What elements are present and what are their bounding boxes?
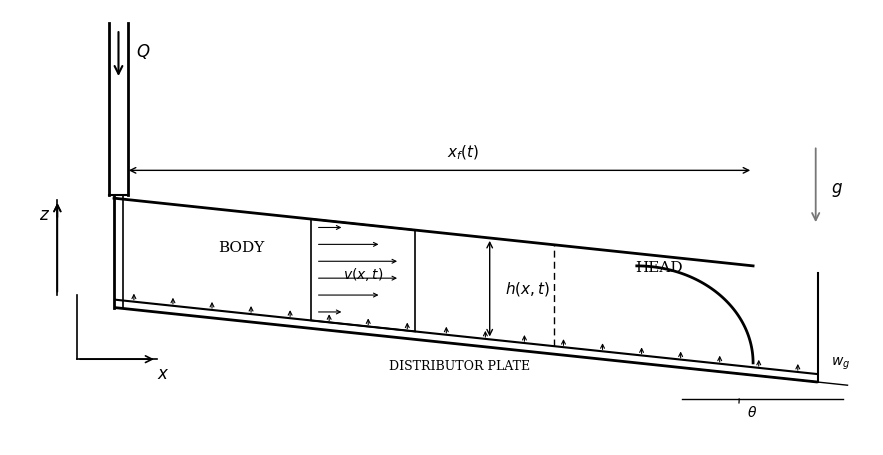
Text: $x$: $x$	[157, 366, 170, 383]
Text: $z$: $z$	[39, 207, 50, 223]
Text: $w_g$: $w_g$	[831, 356, 849, 372]
Text: HEAD: HEAD	[635, 261, 683, 275]
Text: $\theta$: $\theta$	[747, 405, 758, 420]
Text: DISTRIBUTOR PLATE: DISTRIBUTOR PLATE	[389, 359, 531, 373]
Text: $x_f(t)$: $x_f(t)$	[448, 143, 479, 162]
Text: $Q$: $Q$	[136, 41, 150, 61]
Text: $h(x,t)$: $h(x,t)$	[504, 280, 549, 298]
Text: BODY: BODY	[218, 241, 264, 255]
Text: $g$: $g$	[831, 181, 842, 199]
Text: $v(x,t)$: $v(x,t)$	[343, 266, 383, 283]
